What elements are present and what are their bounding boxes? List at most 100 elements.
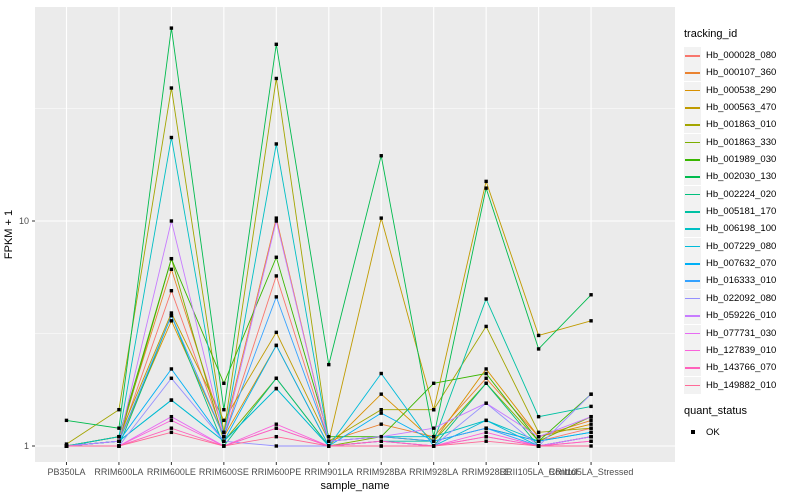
data-point-Hb_016333_010 [169,313,174,318]
data-point-Hb_007632_070 [589,430,593,435]
data-point-Hb_006198_100 [169,135,174,140]
data-point-Hb_005181_170 [536,414,541,419]
data-point-Hb_143766_070 [589,439,593,443]
data-point-Hb_000563_470 [589,319,593,323]
data-point-Hb_002224_020 [274,376,279,380]
data-point-Hb_002030_130 [536,347,541,351]
data-point-Hb_059226_010 [431,426,436,430]
data-point-Hb_002224_020 [484,381,488,385]
legend-item-Hb_001863_330: Hb_001863_330 [684,133,798,151]
data-point-Hb_000538_290 [379,392,383,396]
legend-key-line-icon [684,168,701,186]
data-point-Hb_149882_010 [589,444,593,448]
data-point-Hb_002030_130 [589,293,593,297]
legend-item-label: Hb_007632_070 [706,258,777,270]
data-point-Hb_000107_360 [589,418,593,423]
data-point-Hb_022092_080 [589,392,593,396]
data-point-Hb_059226_010 [274,219,279,223]
x-tick-label: PB350LA [47,467,85,477]
data-point-Hb_001989_030 [431,381,436,385]
legend-item-label: Hb_000563_470 [706,102,777,114]
data-point-Hb_059226_010 [117,439,121,443]
legend-item-label: Hb_006198_100 [706,223,777,235]
legend: tracking_id Hb_000028_080 Hb_000107_360 Hb… [684,28,798,441]
data-point-Hb_002030_130 [117,426,121,430]
data-point-Hb_006198_100 [274,142,279,146]
data-point-Hb_000107_360 [484,376,488,380]
data-point-Hb_143766_070 [169,426,174,430]
data-point-Hb_149882_010 [64,444,69,448]
data-point-Hb_007632_070 [536,439,541,443]
data-point-Hb_022092_080 [274,444,279,448]
legend-item-label: Hb_016333_010 [706,275,777,287]
quant-ok-key-icon [684,424,701,441]
legend-key-line-icon [684,133,701,151]
legend-key-line-icon [684,289,701,307]
data-point-Hb_001989_030 [169,256,174,261]
legend-key-line-icon [684,81,701,99]
data-point-Hb_143766_070 [274,426,279,430]
data-point-Hb_001863_010 [222,430,226,435]
legend-item-label: Hb_127839_010 [706,344,777,356]
x-tick-label: RRIM600LE [147,467,196,477]
data-point-Hb_005181_170 [484,297,488,301]
legend-item-label: Hb_149882_010 [706,379,777,391]
x-tick-label: RRIM928LE [462,467,511,477]
legend-key-line-icon [684,272,701,290]
data-point-Hb_001989_030 [327,434,331,439]
data-point-Hb_127839_010 [274,422,279,426]
data-point-Hb_000563_470 [169,311,174,315]
legend-item-label: Hb_000107_360 [706,67,777,79]
legend-key-line-icon [684,47,701,64]
data-point-Hb_149882_010 [117,444,121,448]
data-point-Hb_001989_030 [484,371,488,376]
legend-title-tracking-id: tracking_id [684,28,738,40]
legend-item-Hb_149882_010: Hb_149882_010 [684,376,798,394]
legend-item-label: Hb_001863_010 [706,119,777,131]
legend-key-line-icon [684,185,701,203]
data-point-Hb_000538_290 [169,319,174,323]
data-point-Hb_007229_080 [379,371,383,376]
data-point-Hb_149882_010 [222,444,226,448]
y-axis-title: FPKM + 1 [3,210,15,259]
legend-item-Hb_143766_070: Hb_143766_070 [684,359,798,377]
x-tick-label: RRIM600LA [94,467,143,477]
legend-key-line-icon [684,376,701,394]
data-point-Hb_000107_360 [169,267,174,272]
data-point-Hb_000028_080 [274,274,279,278]
data-point-Hb_007229_080 [169,398,174,402]
data-point-Hb_001863_010 [379,407,383,412]
data-point-Hb_001863_010 [169,86,174,90]
legend-item-Hb_000538_290: Hb_000538_290 [684,81,798,99]
data-point-Hb_149882_010 [484,439,488,443]
legend-item-Hb_001989_030: Hb_001989_030 [684,151,798,169]
data-point-Hb_149882_010 [169,430,174,435]
legend-item-label: Hb_005181_170 [706,206,777,218]
legend-key-line-icon [684,341,701,359]
legend-item-Hb_127839_010: Hb_127839_010 [684,341,798,359]
legend-item-label: Hb_143766_070 [706,362,777,374]
data-point-Hb_000563_470 [484,179,488,184]
data-point-Hb_077731_030 [589,434,593,439]
legend-item-Hb_000107_360: Hb_000107_360 [684,64,798,82]
legend-item-label: Hb_001989_030 [706,154,777,166]
legend-key-line-icon [684,324,701,342]
data-point-Hb_000563_470 [222,418,226,423]
data-point-Hb_059226_010 [484,401,488,405]
data-point-Hb_149882_010 [536,444,541,448]
legend-item-label: Hb_007229_080 [706,240,777,252]
x-tick-label: RRIM901LA [304,467,353,477]
data-point-Hb_143766_070 [484,434,488,439]
data-point-Hb_149882_010 [379,444,383,448]
data-point-Hb_001863_010 [64,442,69,446]
data-point-Hb_000563_470 [379,216,383,220]
legend-item-Hb_007632_070: Hb_007632_070 [684,255,798,273]
legend-key-line-icon [684,307,701,325]
data-point-Hb_001863_010 [589,426,593,430]
legend-key-line-icon [684,203,701,221]
panel-background [35,7,675,462]
data-point-Hb_007632_070 [274,343,279,348]
data-point-Hb_143766_070 [379,439,383,443]
data-point-Hb_059226_010 [169,219,174,223]
